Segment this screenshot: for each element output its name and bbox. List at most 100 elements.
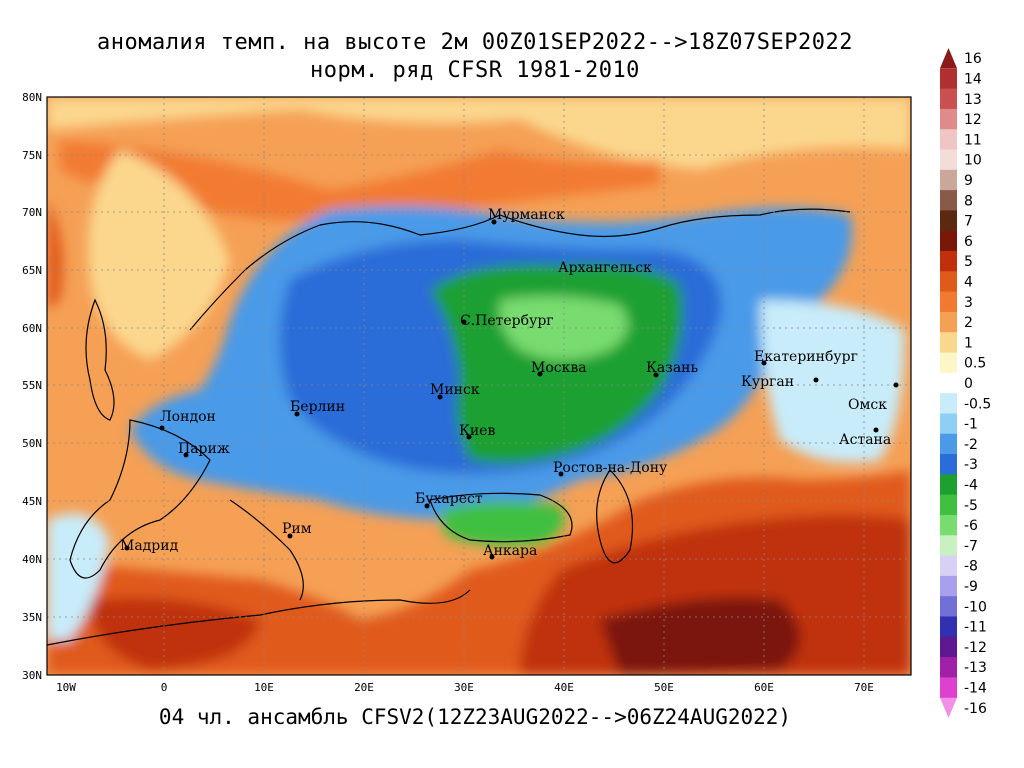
colorbar-label: -14 [964,681,987,697]
colorbar-swatch [940,393,957,414]
city-dot-rostov [558,471,564,477]
colorbar-label: 0.5 [964,356,986,372]
city-dot-minsk [437,394,443,400]
colorbar-swatch [940,108,957,130]
colorbar-label: -7 [964,538,978,554]
coast-black-sea [429,492,573,543]
city-berlin: Берлин [290,399,345,415]
anomaly-field [47,97,911,675]
lat-label: 30N [22,669,42,682]
colorbar-label: -1 [964,417,978,433]
city-dot-london [159,425,165,431]
colorbar-swatch [940,352,957,374]
colorbar-label: -9 [964,579,978,595]
city-arkhangelsk: Архангельск [558,260,652,276]
city-kazan: Казань [646,360,698,376]
colorbar-label: 10 [964,153,982,169]
coastlines [47,208,851,646]
lon-label: 10W [56,681,76,694]
field-iberia-pale [47,513,110,640]
field-arctic-warm [60,140,660,222]
lat-axis: 80N 75N 70N 65N 60N 55N 50N 45N 40N 35N … [22,91,42,682]
colorbar-label: -4 [964,478,978,494]
colorbar-swatch [940,149,957,171]
city-moscow: Москва [531,360,587,376]
colorbar-label: 16 [964,51,982,67]
lat-label: 60N [22,322,42,335]
colorbar-swatch [940,575,957,597]
colorbar-swatch [940,657,957,678]
lat-label: 35N [22,611,42,624]
lat-label: 50N [22,437,42,450]
colorbar-label: -3 [964,457,978,473]
coast-north-africa [47,589,471,646]
title-line-2: норм. ряд CFSR 1981-2010 [310,58,640,83]
title-line-1: аномалия темп. на высоте 2м 00Z01SEP2022… [97,30,853,55]
lon-axis: 10W 0 10E 20E 30E 40E 50E 60E 70E [56,681,874,694]
colorbar-swatch [940,129,957,151]
coast-britain [85,298,115,421]
city-labels: Мурманск Архангельск С.Петербург Москва … [120,207,899,560]
colorbar-label: 1 [964,335,973,351]
colorbar-label: -8 [964,559,978,575]
city-rostov: Ростов-на-Дону [553,460,668,476]
city-madrid: Мадрид [120,538,179,554]
lon-label: 40E [554,681,574,694]
lon-label: 70E [854,681,874,694]
colorbar-label: 9 [964,173,973,189]
city-kurgan: Курган [741,374,794,390]
lon-label: 60E [754,681,774,694]
city-dot-paris [183,452,189,458]
lon-label: 30E [454,681,474,694]
colorbar-swatch [940,210,957,232]
colorbar-swatch [940,48,957,69]
lat-label: 55N [22,379,42,392]
city-yekaterinburg: Екатеринбург [754,349,858,365]
colorbar-label: 14 [964,71,982,87]
colorbar-label: 13 [964,92,982,108]
colorbar-label: 0 [964,376,973,392]
colorbar-swatch [940,332,957,354]
field-blacksea-green [440,501,565,547]
colorbar-label: -12 [964,640,987,656]
colorbar-label: 11 [964,132,982,148]
colorbar-swatch [940,535,957,557]
coast-italy [229,499,304,601]
city-kyiv: Киев [459,423,495,439]
city-rome: Рим [282,521,312,537]
coast-west-europe [69,419,211,579]
colorbar-swatch [940,454,957,475]
colorbar-label: -13 [964,660,987,676]
footer-ensemble: 04 чл. ансамбль CFSV2(12Z23AUG2022-->06Z… [158,705,792,729]
colorbar-label: -0.5 [964,396,991,412]
city-astana: Астана [839,432,891,448]
lat-label: 40N [22,553,42,566]
colorbar-swatch [940,169,957,191]
colorbar-label: 6 [964,234,973,250]
city-dot-bucharest [424,503,430,509]
city-dot-berlin [294,411,300,417]
city-dot-moscow [537,371,543,377]
field-siberia-pale [760,300,905,463]
colorbar-label: 3 [964,295,973,311]
lat-label: 45N [22,495,42,508]
colorbar-swatch [940,251,957,272]
colorbar-swatch [940,616,957,638]
city-london: Лондон [160,409,216,425]
colorbar-swatch [940,88,957,110]
colorbar-swatch [940,697,957,718]
colorbar-label: 5 [964,254,973,270]
city-murmansk: Мурманск [488,207,565,223]
colorbar-label: 4 [964,274,973,290]
lon-label: 10E [254,681,274,694]
colorbar: 16 14 13 12 11 10 9 8 7 6 5 4 3 2 1 0.5 0 -0.5 -1 -2 -3 -4 -5 -… [940,48,991,718]
colorbar-swatch [940,372,957,394]
colorbar-label: 12 [964,112,982,128]
graticule [47,97,911,675]
colorbar-label: -6 [964,518,978,534]
lat-label: 70N [22,206,42,219]
colorbar-label: 7 [964,214,973,230]
city-ankara: Анкара [483,543,537,559]
colorbar-swatch [940,413,957,435]
